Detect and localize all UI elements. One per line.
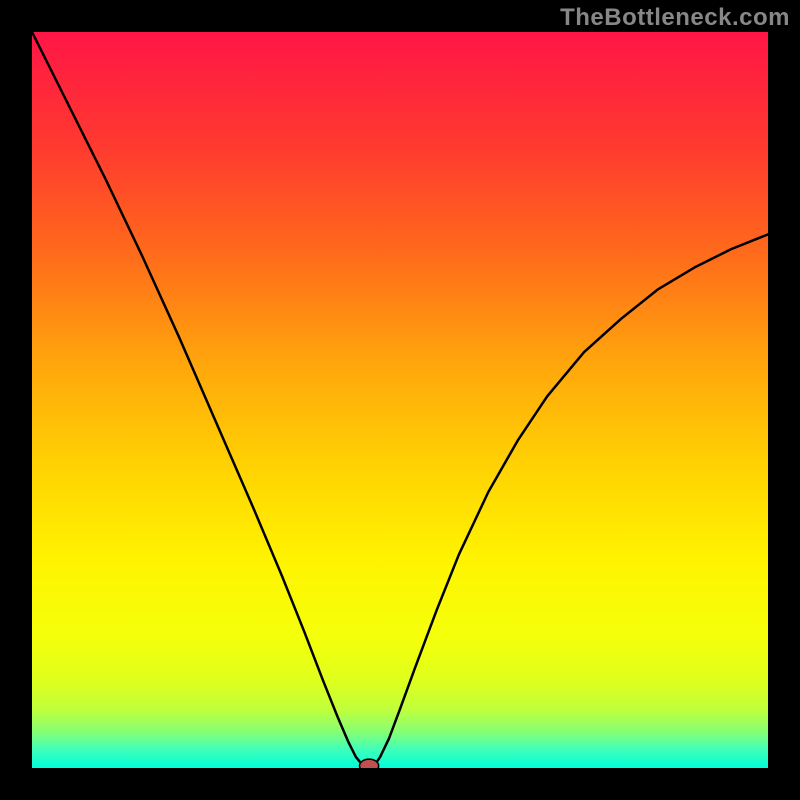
watermark-text: TheBottleneck.com	[560, 4, 790, 32]
minimum-marker	[360, 759, 379, 768]
chart-svg	[32, 32, 768, 768]
plot-area	[32, 32, 768, 768]
gradient-background	[32, 32, 768, 768]
